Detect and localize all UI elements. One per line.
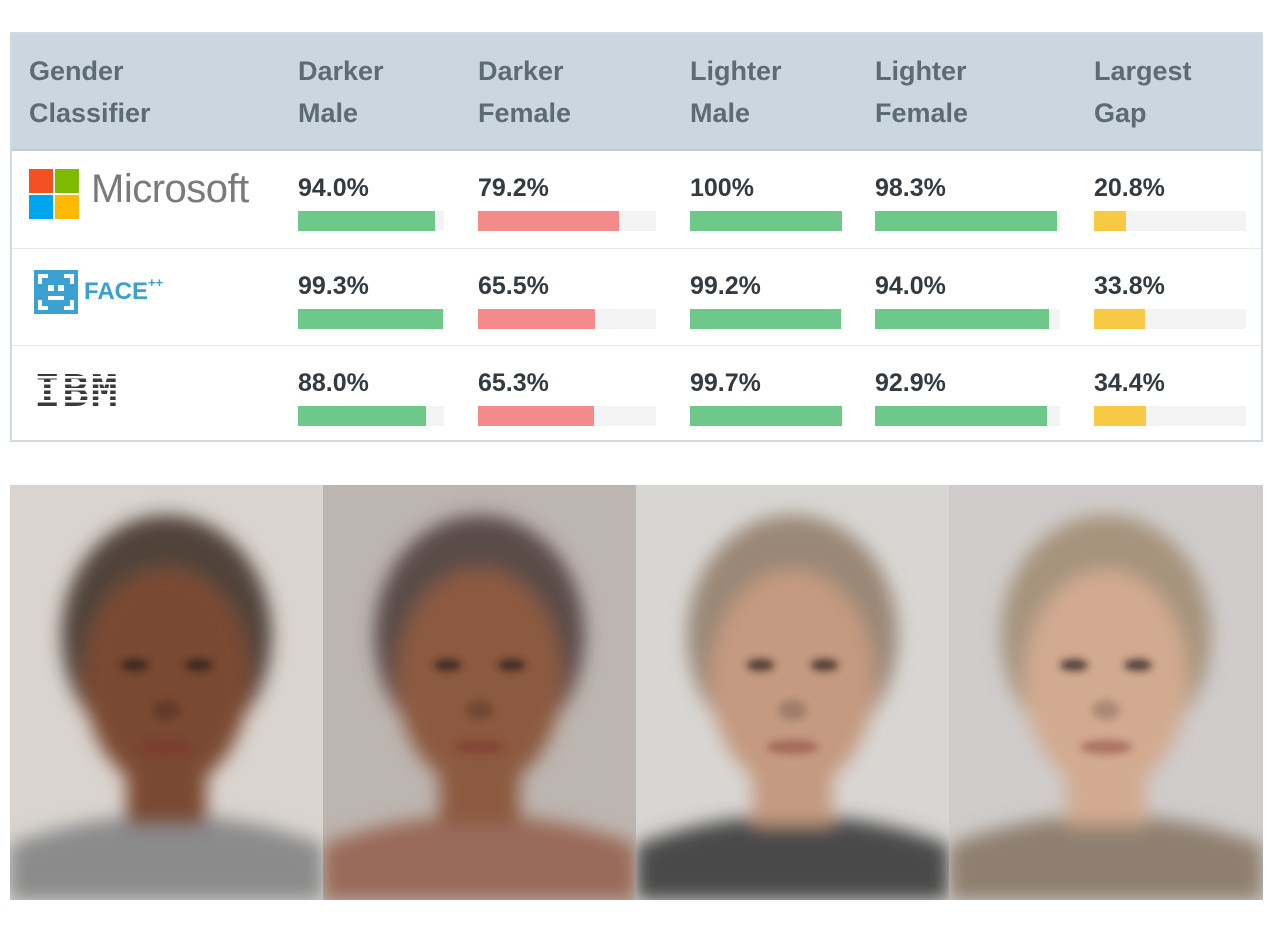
bar-track (1094, 406, 1246, 426)
bar-track (875, 211, 1060, 231)
table-row-microsoft: Microsoft 94.0% 79.2% 100% 98.3% 20.8% (12, 151, 1261, 248)
darker-female-average-face (323, 485, 636, 900)
value-label-darker-female: 65.3% (478, 369, 549, 397)
bar-track (1094, 211, 1246, 231)
bar-track (690, 211, 842, 231)
bar-darker-female (478, 309, 595, 329)
bar-lighter-male (690, 309, 841, 329)
value-label-darker-female: 79.2% (478, 174, 549, 202)
bar-track (875, 406, 1060, 426)
value-label-darker-male: 99.3% (298, 272, 369, 300)
bar-lighter-male (690, 406, 842, 426)
value-label-largest-gap: 34.4% (1094, 369, 1165, 397)
lighter-female-average-face (949, 485, 1263, 900)
ibm-logo: IBM (34, 370, 134, 414)
ms-square-red (29, 169, 53, 193)
cell-darker-female: 65.3% (478, 368, 656, 426)
ms-square-yellow (55, 195, 79, 219)
cell-largest-gap: 33.8% (1094, 271, 1246, 329)
value-label-darker-male: 94.0% (298, 174, 369, 202)
bar-track (690, 309, 842, 329)
value-label-lighter-female: 94.0% (875, 272, 946, 300)
bar-largest-gap (1094, 406, 1146, 426)
cell-lighter-male: 99.7% (690, 368, 842, 426)
header-darker-male: Darker Male (298, 56, 384, 128)
value-label-largest-gap: 33.8% (1094, 272, 1165, 300)
microsoft-windows-icon (29, 169, 79, 219)
table-row-ibm: IBM 88.0% 65.3% 99.7% 92.9% 34.4% (12, 346, 1261, 443)
ms-square-green (55, 169, 79, 193)
cell-darker-male: 99.3% (298, 271, 444, 329)
cell-lighter-male: 100% (690, 173, 842, 231)
faceplusplus-logo: FACE++ (34, 270, 194, 316)
cell-lighter-female: 94.0% (875, 271, 1060, 329)
cell-darker-female: 79.2% (478, 173, 656, 231)
cell-lighter-female: 92.9% (875, 368, 1060, 426)
header-lighter-male: Lighter Male (690, 56, 782, 128)
bar-lighter-female (875, 406, 1047, 426)
cell-lighter-male: 99.2% (690, 271, 842, 329)
microsoft-logo: Microsoft (29, 167, 269, 221)
bar-track (298, 406, 444, 426)
bar-largest-gap (1094, 211, 1126, 231)
bar-lighter-male (690, 211, 842, 231)
lighter-male-average-face (636, 485, 949, 900)
bar-track (298, 211, 444, 231)
accuracy-table: Gender Classifier Darker Male Darker Female… (10, 32, 1263, 442)
bar-track (1094, 309, 1246, 329)
cell-darker-male: 94.0% (298, 173, 444, 231)
bar-lighter-female (875, 309, 1049, 329)
microsoft-wordmark: Microsoft (91, 167, 249, 211)
bar-darker-male (298, 309, 443, 329)
cell-lighter-female: 98.3% (875, 173, 1060, 231)
bar-darker-female (478, 211, 619, 231)
value-label-lighter-male: 99.7% (690, 369, 761, 397)
row-divider (12, 248, 1261, 249)
row-divider (12, 345, 1261, 346)
cell-largest-gap: 34.4% (1094, 368, 1246, 426)
header-largest-gap: Largest Gap (1094, 56, 1192, 128)
bar-track (478, 406, 656, 426)
header-lighter-female: Lighter Female (875, 56, 969, 128)
bar-track (875, 309, 1060, 329)
bar-lighter-female (875, 211, 1057, 231)
value-label-largest-gap: 20.8% (1094, 174, 1165, 202)
faceplusplus-wordmark: FACE++ (84, 275, 164, 305)
cell-darker-male: 88.0% (298, 368, 444, 426)
value-label-darker-male: 88.0% (298, 369, 369, 397)
bar-darker-female (478, 406, 594, 426)
value-label-lighter-female: 98.3% (875, 174, 946, 202)
cell-darker-female: 65.5% (478, 271, 656, 329)
ms-square-blue (29, 195, 53, 219)
table-row-faceplusplus: FACE++ 99.3% 65.5% 99.2% 94.0% 33.8% (12, 249, 1261, 346)
bar-track (478, 211, 656, 231)
ibm-stripe-overlay (34, 376, 126, 409)
bar-track (478, 309, 656, 329)
darker-male-average-face (10, 485, 323, 900)
value-label-darker-female: 65.5% (478, 272, 549, 300)
bar-darker-male (298, 406, 426, 426)
bar-track (690, 406, 842, 426)
bar-largest-gap (1094, 309, 1145, 329)
cell-largest-gap: 20.8% (1094, 173, 1246, 231)
value-label-lighter-male: 100% (690, 174, 754, 202)
bar-track (298, 309, 444, 329)
value-label-lighter-female: 92.9% (875, 369, 946, 397)
faceplusplus-icon (34, 270, 78, 314)
table-header: Gender Classifier Darker Male Darker Female… (12, 34, 1261, 151)
bar-darker-male (298, 211, 435, 231)
value-label-lighter-male: 99.2% (690, 272, 761, 300)
header-gender-classifier: Gender Classifier (29, 56, 151, 128)
header-darker-female: Darker Female (478, 56, 572, 128)
average-faces-strip (10, 485, 1263, 900)
